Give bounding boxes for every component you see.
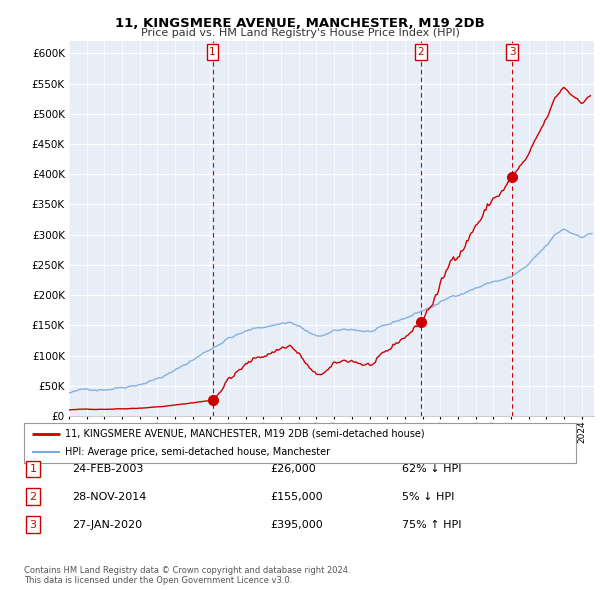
Text: 5% ↓ HPI: 5% ↓ HPI — [402, 492, 454, 502]
Text: 75% ↑ HPI: 75% ↑ HPI — [402, 520, 461, 529]
Text: 28-NOV-2014: 28-NOV-2014 — [72, 492, 146, 502]
Text: £155,000: £155,000 — [270, 492, 323, 502]
Text: £26,000: £26,000 — [270, 464, 316, 474]
Text: 1: 1 — [29, 464, 37, 474]
Text: 11, KINGSMERE AVENUE, MANCHESTER, M19 2DB: 11, KINGSMERE AVENUE, MANCHESTER, M19 2D… — [115, 17, 485, 30]
Text: HPI: Average price, semi-detached house, Manchester: HPI: Average price, semi-detached house,… — [65, 447, 331, 457]
Text: 11, KINGSMERE AVENUE, MANCHESTER, M19 2DB (semi-detached house): 11, KINGSMERE AVENUE, MANCHESTER, M19 2D… — [65, 429, 425, 439]
Text: £395,000: £395,000 — [270, 520, 323, 529]
Text: Contains HM Land Registry data © Crown copyright and database right 2024.: Contains HM Land Registry data © Crown c… — [24, 566, 350, 575]
Text: This data is licensed under the Open Government Licence v3.0.: This data is licensed under the Open Gov… — [24, 576, 292, 585]
Text: 3: 3 — [509, 47, 515, 57]
Text: 27-JAN-2020: 27-JAN-2020 — [72, 520, 142, 529]
Text: 2: 2 — [418, 47, 424, 57]
Text: 1: 1 — [209, 47, 216, 57]
Text: 62% ↓ HPI: 62% ↓ HPI — [402, 464, 461, 474]
Text: 3: 3 — [29, 520, 37, 529]
Text: Price paid vs. HM Land Registry's House Price Index (HPI): Price paid vs. HM Land Registry's House … — [140, 28, 460, 38]
Text: 24-FEB-2003: 24-FEB-2003 — [72, 464, 143, 474]
Text: 2: 2 — [29, 492, 37, 502]
